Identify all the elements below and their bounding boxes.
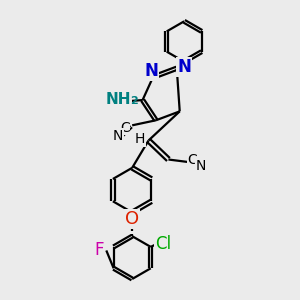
Text: N: N: [113, 129, 123, 143]
Text: NH: NH: [106, 92, 131, 107]
Text: N: N: [145, 62, 158, 80]
Text: C: C: [188, 153, 197, 167]
Text: F: F: [94, 242, 104, 260]
Text: H: H: [135, 132, 146, 146]
Text: N: N: [177, 58, 191, 76]
Text: N: N: [196, 159, 206, 173]
Text: Cl: Cl: [155, 235, 171, 253]
Text: 2: 2: [130, 96, 138, 106]
Text: O: O: [125, 210, 139, 228]
Text: C: C: [120, 121, 130, 135]
